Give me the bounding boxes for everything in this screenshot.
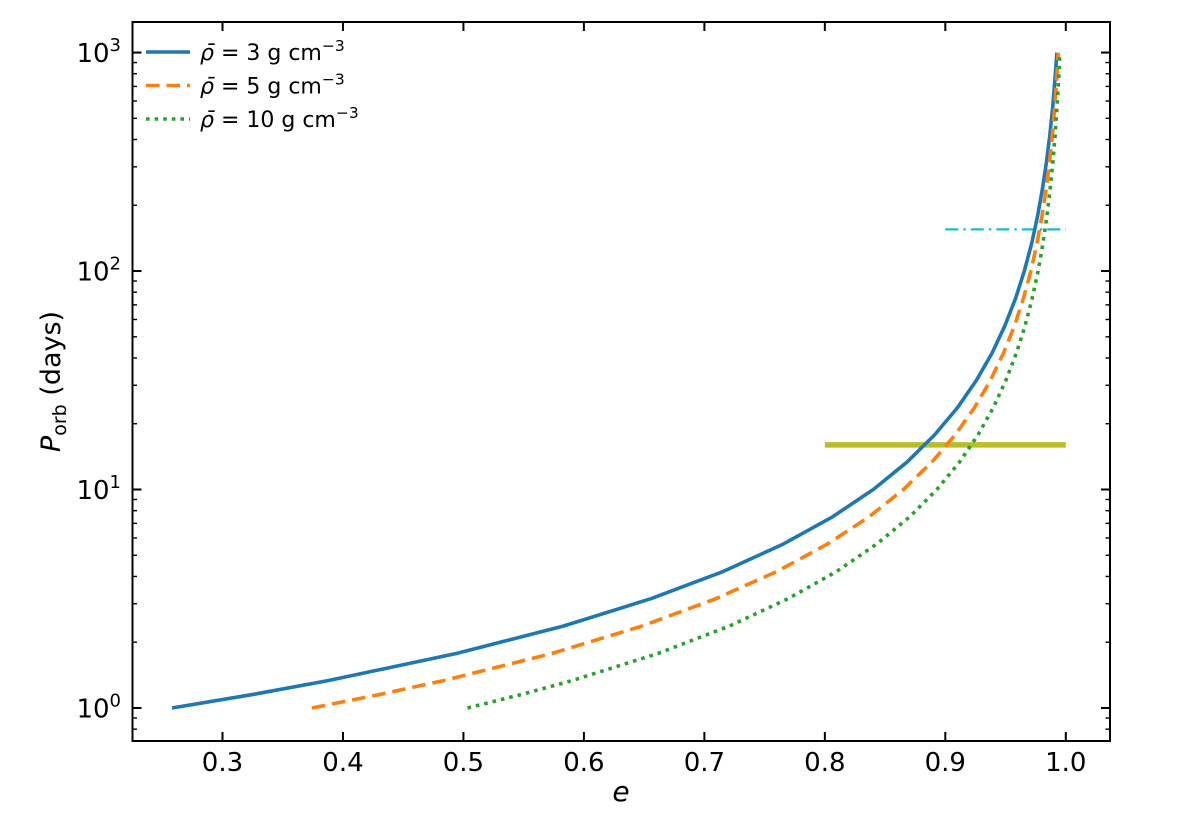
axes-layer: 0.3 0.4 0.5 0.6 0.7 0.8 0.9 1.0 100 101 102 103 Porb… [36, 21, 1111, 778]
x-tick-label: 0.4 [322, 748, 363, 778]
x-axis-label: e [612, 775, 629, 808]
curve-rho-5 [311, 52, 1060, 710]
legend-label-rho-5: ρ̄ = 5 g cm−3 [200, 71, 345, 100]
legend-label-rho-3: ρ̄ = 3 g cm−3 [200, 37, 345, 66]
x-tick-label: 1.0 [1045, 748, 1086, 778]
plot-border [131, 21, 1111, 742]
y-axis-label: Porb (days) [36, 311, 71, 452]
x-tick-label: 0.9 [925, 748, 966, 778]
curve-rho-3 [171, 52, 1059, 710]
legend-item-rho-5: ρ̄ = 5 g cm−3 [146, 71, 345, 100]
legend-item-rho-3: ρ̄ = 3 g cm−3 [146, 37, 345, 66]
x-tick-label: 0.7 [684, 748, 725, 778]
x-tick-label: 0.6 [563, 748, 604, 778]
legend: ρ̄ = 3 g cm−3 ρ̄ = 5 g cm−3 ρ̄ = 10 g cm−3 [146, 37, 359, 133]
data-series-layer [171, 52, 1062, 710]
x-tick-label: 0.5 [443, 748, 484, 778]
y-tick-label: 103 [76, 35, 121, 69]
y-tick-label: 101 [76, 472, 121, 506]
legend-item-rho-10: ρ̄ = 10 g cm−3 [146, 104, 359, 133]
y-tick-label: 102 [76, 254, 121, 288]
x-tick-label: 0.3 [202, 748, 243, 778]
legend-label-rho-10: ρ̄ = 10 g cm−3 [200, 104, 359, 133]
curve-rho-10 [467, 52, 1062, 710]
reference-lines-layer [824, 228, 1066, 448]
x-tick-label: 0.8 [804, 748, 845, 778]
y-tick-label: 100 [76, 690, 121, 724]
